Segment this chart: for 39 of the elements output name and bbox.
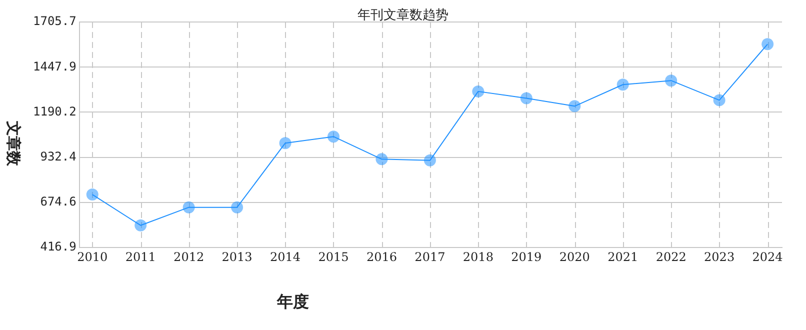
point	[520, 92, 532, 104]
y-tick-label: 416.9	[40, 240, 76, 254]
x-tick-label: 2024	[752, 250, 784, 264]
x-tick-label: 2011	[125, 250, 156, 264]
x-tick-label: 2017	[414, 250, 446, 264]
point	[472, 85, 484, 98]
point	[762, 38, 774, 50]
x-tick-label: 2012	[174, 250, 204, 264]
y-tick-label: 1705.7	[32, 14, 76, 28]
point	[376, 153, 388, 166]
x-tick-label: 2015	[318, 250, 349, 264]
x-tick-label: 2023	[704, 250, 735, 264]
point	[134, 219, 147, 232]
y-tick-label: 1190.2	[32, 104, 76, 118]
chart-title: 年刊文章数趋势	[358, 8, 448, 23]
y-tick-label: 932.4	[40, 149, 76, 164]
x-tick-label: 2018	[462, 250, 494, 264]
point	[182, 201, 195, 214]
point	[424, 154, 436, 166]
x-tick-label: 2020	[559, 250, 590, 264]
x-tick-label: 2014	[270, 250, 301, 264]
x-tick-label: 2021	[608, 250, 638, 264]
point	[616, 78, 629, 91]
x-tick-label: 2013	[222, 250, 252, 264]
y-tick-label: 674.6	[40, 194, 76, 209]
point	[665, 74, 678, 87]
point	[231, 201, 244, 214]
y-axis-title: 文章数	[4, 120, 22, 168]
point	[328, 130, 340, 143]
point	[568, 100, 581, 112]
point	[86, 188, 98, 201]
point	[713, 94, 726, 106]
x-tick-label: 2022	[656, 250, 686, 264]
x-tick-label: 2016	[366, 250, 397, 264]
x-tick-label: 2019	[511, 250, 542, 264]
x-tick-label: 2010	[77, 250, 108, 264]
x-axis-title: 年度	[277, 292, 309, 313]
y-tick-label: 1447.9	[32, 59, 76, 74]
point	[279, 137, 292, 150]
